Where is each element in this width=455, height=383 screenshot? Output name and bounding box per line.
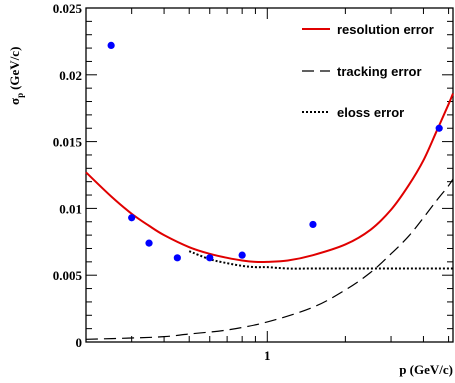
legend-resolution-label: resolution error [337,22,434,37]
data-point [107,41,115,50]
plot-frame [85,7,454,343]
series-eloss-line [188,250,453,270]
y-axis-title: σp (GeV/c) [7,47,25,105]
data-point [309,220,317,229]
y-tick-label: 0.02 [59,68,82,83]
data-point [145,239,153,247]
legend: resolution error tracking error eloss er… [302,22,434,120]
legend-eloss-label: eloss error [337,105,404,120]
x-axis-title: p (GeV/c) [399,362,453,377]
data-point [238,251,246,259]
y-tick-label: 0.01 [59,201,82,216]
data-point [173,254,181,262]
svg-text:σp(GeV/c): σp (GeV/c) [7,47,25,105]
data-point [206,254,214,262]
x-tick-label: 1 [264,348,271,363]
y-tick-label: 0.025 [53,1,83,16]
y-axis-title-sub: p [15,93,25,98]
series-resolution-line [85,93,454,264]
y-axis-title-main: σ [7,98,22,105]
legend-tracking-label: tracking error [337,64,422,79]
data-point [435,124,443,132]
y-tick-label: 0.005 [53,268,83,283]
series-tracking-line [85,178,454,340]
data-point [128,214,136,222]
y-tick-label: 0.015 [53,135,83,150]
y-tick-label: 0 [76,335,83,350]
y-axis-title-unit: (GeV/c) [7,47,22,90]
